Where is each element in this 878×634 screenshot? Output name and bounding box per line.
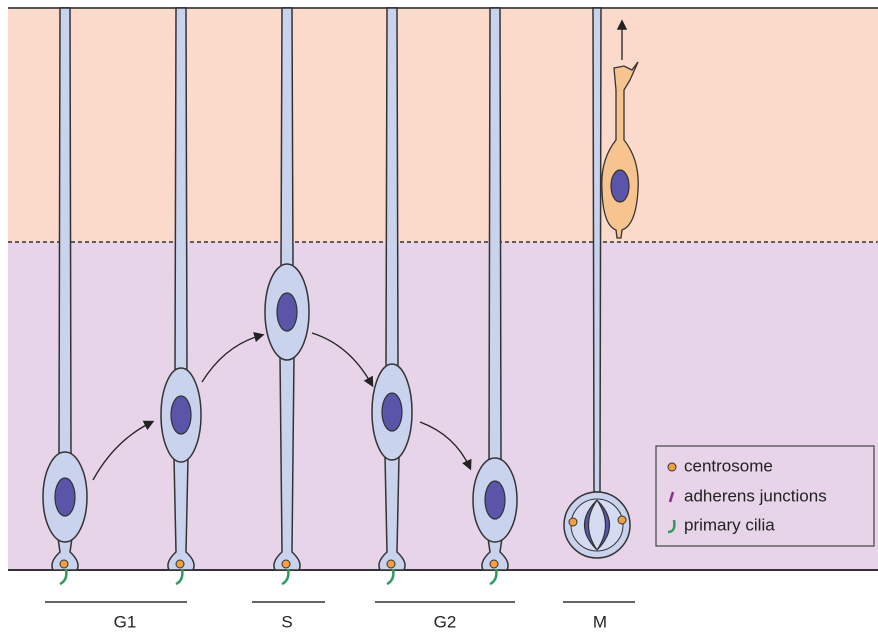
- legend: centrosome adherens junctions primary ci…: [655, 445, 875, 547]
- radial-glia-cell: [371, 7, 413, 586]
- phase-label: G2: [434, 612, 457, 631]
- centrosome: [386, 559, 396, 569]
- centrosome: [617, 515, 627, 525]
- radial-glia-cell: [264, 7, 310, 586]
- centrosome: [568, 517, 578, 527]
- nucleus: [276, 292, 298, 332]
- apical-process: [174, 7, 188, 373]
- centrosome: [489, 559, 499, 569]
- daughter-cell: [601, 61, 639, 239]
- basal-process: [378, 455, 406, 571]
- process: [592, 7, 602, 493]
- basal-process: [481, 537, 509, 571]
- cell-inner: [570, 498, 624, 552]
- apical-process: [385, 7, 399, 369]
- phase-label: G1: [114, 612, 137, 631]
- arrows: [92, 19, 628, 481]
- legend-icon: [667, 519, 676, 534]
- nucleus: [610, 169, 630, 203]
- nucleus: [484, 480, 506, 520]
- legend-icon: [667, 462, 677, 472]
- primary-cilium: [175, 568, 184, 586]
- legend-label: primary cilia: [684, 515, 775, 534]
- legend-icon: [668, 491, 675, 503]
- primary-cilium: [281, 568, 290, 586]
- centrosome: [175, 559, 185, 569]
- radial-glia-cell: [42, 7, 88, 586]
- radial-glia-cell: [472, 7, 518, 586]
- legend-label: centrosome: [684, 456, 773, 475]
- cell-body: [601, 61, 639, 239]
- arrow: [92, 420, 155, 481]
- cells: [42, 7, 518, 586]
- phase-label: S: [281, 612, 292, 631]
- primary-cilium: [386, 568, 395, 586]
- chromosomes: [583, 499, 611, 551]
- arrow: [311, 332, 374, 388]
- nucleus: [54, 477, 76, 517]
- legend-label: adherens junctions: [684, 486, 827, 505]
- basal-process: [167, 457, 195, 571]
- arrow: [201, 332, 265, 383]
- legend-box: [655, 445, 875, 547]
- centrosome: [59, 559, 69, 569]
- basal-process: [51, 537, 79, 571]
- phase-label: M: [593, 612, 607, 631]
- primary-cilium: [59, 568, 68, 586]
- centrosome: [281, 559, 291, 569]
- primary-cilium: [489, 568, 498, 586]
- apical-process: [488, 7, 502, 463]
- arrow: [419, 421, 472, 471]
- apical-process: [58, 7, 72, 457]
- outer-zone: [8, 8, 878, 242]
- radial-glia-cell: [160, 7, 202, 586]
- mitotic-cell: [563, 7, 631, 559]
- nucleus: [381, 392, 403, 432]
- basal-process: [273, 355, 301, 571]
- apical-process: [280, 7, 294, 269]
- nucleus: [170, 395, 192, 435]
